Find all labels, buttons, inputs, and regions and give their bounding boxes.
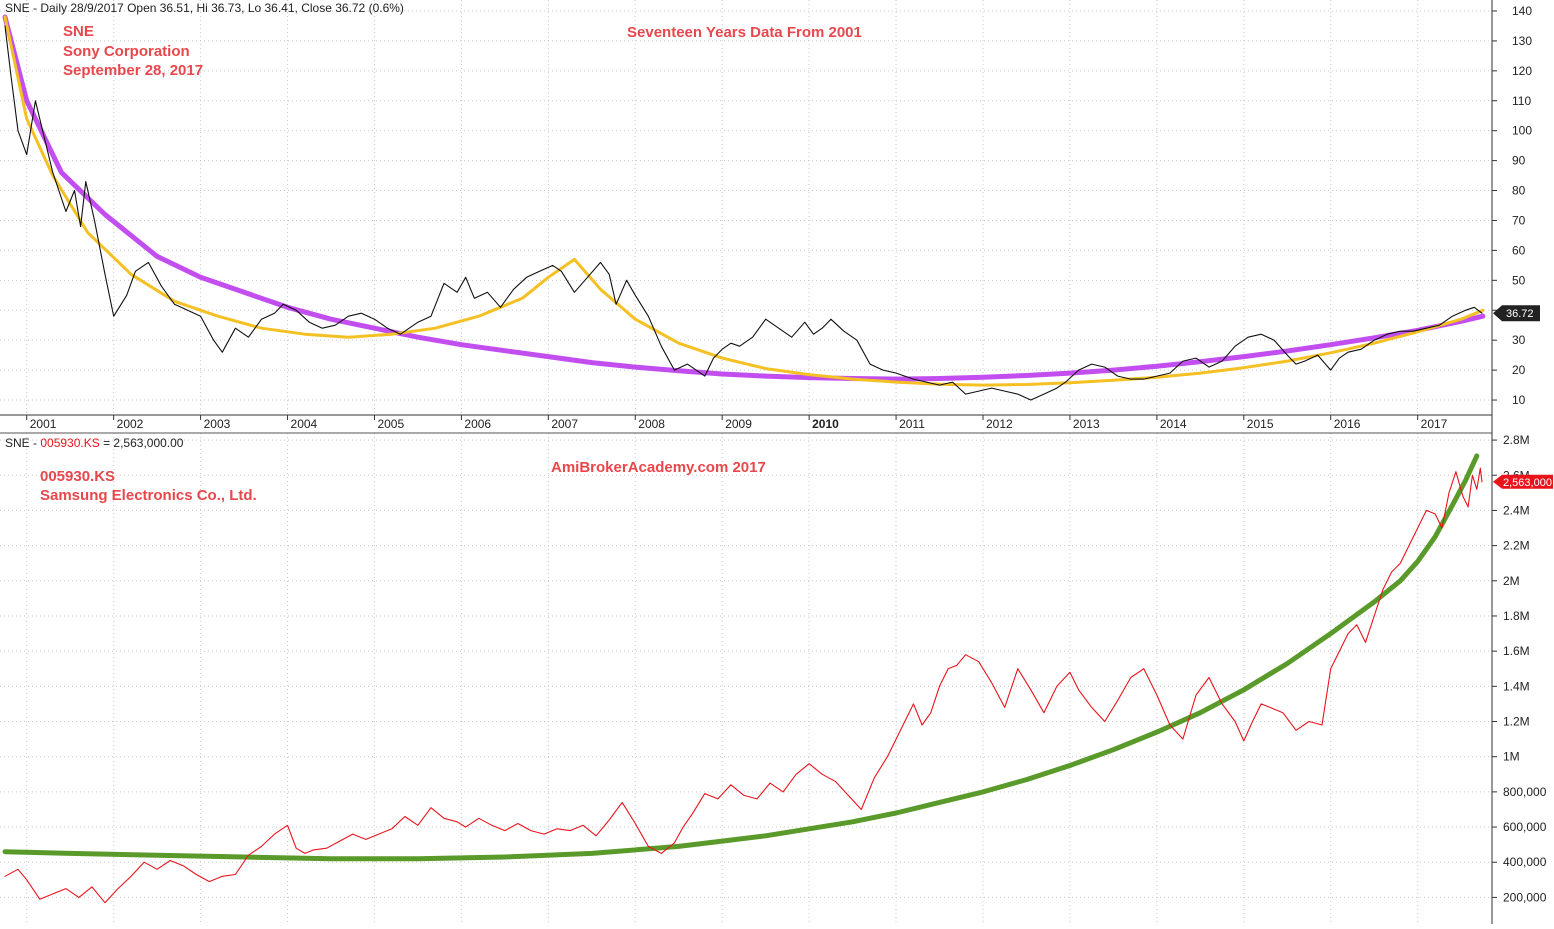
sne-y-tick-label: 80 (1512, 184, 1526, 198)
samsung-y-tick-label: 1M (1503, 750, 1520, 764)
samsung-y-tick-label: 1.8M (1503, 609, 1530, 623)
sne-y-tick-label: 30 (1512, 333, 1526, 347)
samsung-grid (0, 439, 1492, 898)
sne-tag-shape (1493, 305, 1540, 322)
sne-yellow-line (3, 15, 1485, 387)
sne-company-note: Sony Corporation (63, 43, 190, 60)
sne-x-tick-label: 2005 (377, 417, 404, 431)
sne-purple-line (2, 14, 1486, 382)
sne-x-tick-label: 2002 (117, 417, 144, 431)
sne-y-tick-label: 120 (1512, 64, 1532, 78)
samsung-ticker-note: 005930.KS (40, 468, 115, 485)
samsung-last-value-tag: 2,563,000 (1493, 474, 1553, 489)
sne-x-tick-label: 2003 (204, 417, 231, 431)
sne-x-tick-label: 2001 (30, 417, 57, 431)
samsung-panel: 200,000 400,000 600,000 800,000 1M 1.2M 1.4M 1.… (0, 433, 1553, 904)
samsung-tag-shape (1493, 474, 1553, 489)
sne-y-tick-label: 60 (1512, 243, 1526, 257)
samsung-y-tick-label: 200,000 (1503, 890, 1547, 904)
samsung-header: SNE - 005930.KS = 2,563,000.00 (5, 436, 184, 450)
samsung-y-tick-label: 2.8M (1503, 433, 1530, 447)
sne-y-tick-label: 100 (1512, 124, 1532, 138)
samsung-y-tick-label: 2.2M (1503, 539, 1530, 553)
sne-x-tick-label: 2012 (986, 417, 1013, 431)
samsung-y-tick-label: 1.6M (1503, 644, 1530, 658)
samsung-header-prefix: SNE - (5, 436, 40, 450)
sne-y-tick-label: 130 (1512, 34, 1532, 48)
sne-price-line (4, 25, 1483, 401)
sne-y-tick-label: 20 (1512, 363, 1526, 377)
samsung-y-tick-label: 1.2M (1503, 715, 1530, 729)
sne-ticker-note: SNE (63, 23, 94, 40)
sne-x-tick-label: 2008 (638, 417, 665, 431)
samsung-y-tick-label: 2.4M (1503, 503, 1530, 517)
sne-x-tick-label: 2015 (1247, 417, 1274, 431)
sne-x-tick-label: 2013 (1073, 417, 1100, 431)
sne-header: SNE - Daily 28/9/2017 Open 36.51, Hi 36.… (5, 1, 404, 15)
sne-y-tick-label: 10 (1512, 393, 1526, 407)
sne-x-tick-label: 2016 (1334, 417, 1361, 431)
sne-y-tick-label: 140 (1512, 4, 1532, 18)
samsung-y-tick-label: 2M (1503, 574, 1520, 588)
sne-tag-text: 36.72 (1506, 308, 1534, 320)
sne-date-note: September 28, 2017 (63, 62, 203, 79)
sne-x-tick-label: 2014 (1160, 417, 1187, 431)
sne-series (2, 14, 1486, 401)
sne-x-tick-label: 2004 (291, 417, 318, 431)
sne-y-tick-label: 50 (1512, 273, 1526, 287)
samsung-y-tick-label: 1.4M (1503, 679, 1530, 693)
samsung-company-note: Samsung Electronics Co., Ltd. (40, 487, 257, 504)
sne-x-tick-label: 2011 (899, 417, 925, 431)
samsung-series (2, 453, 1483, 904)
sne-y-tick-label: 110 (1512, 94, 1531, 108)
samsung-y-tick-label: 600,000 (1503, 820, 1547, 834)
samsung-price-line (4, 467, 1483, 904)
sne-last-value-tag: 36.72 (1493, 305, 1540, 322)
sne-y-tick-label: 70 (1512, 213, 1526, 227)
samsung-center-note: AmiBrokerAcademy.com 2017 (551, 459, 766, 476)
sne-center-note: Seventeen Years Data From 2001 (627, 24, 862, 41)
samsung-green-line (2, 453, 1480, 862)
samsung-y-axis: 200,000 400,000 600,000 800,000 1M 1.2M 1.4M 1.… (1492, 433, 1547, 904)
sne-grid (0, 0, 1492, 924)
samsung-tag-text: 2,563,000 (1503, 477, 1552, 489)
samsung-y-tick-label: 800,000 (1503, 785, 1547, 799)
sne-x-tick-label: 2009 (725, 417, 752, 431)
sne-x-tick-label: 2006 (464, 417, 491, 431)
sne-x-axis: 2001 2002 2003 2004 2005 2006 2007 2008 2009 2010… (0, 414, 1492, 431)
sne-x-tick-label: 2010 (812, 417, 839, 431)
sne-x-tick-label: 2017 (1421, 417, 1448, 431)
samsung-header-suffix: = 2,563,000.00 (100, 436, 184, 450)
samsung-header-symbol: 005930.KS (40, 436, 99, 450)
sne-x-tick-label: 2007 (551, 417, 578, 431)
samsung-y-tick-label: 400,000 (1503, 855, 1547, 869)
sne-y-tick-label: 90 (1512, 154, 1526, 168)
